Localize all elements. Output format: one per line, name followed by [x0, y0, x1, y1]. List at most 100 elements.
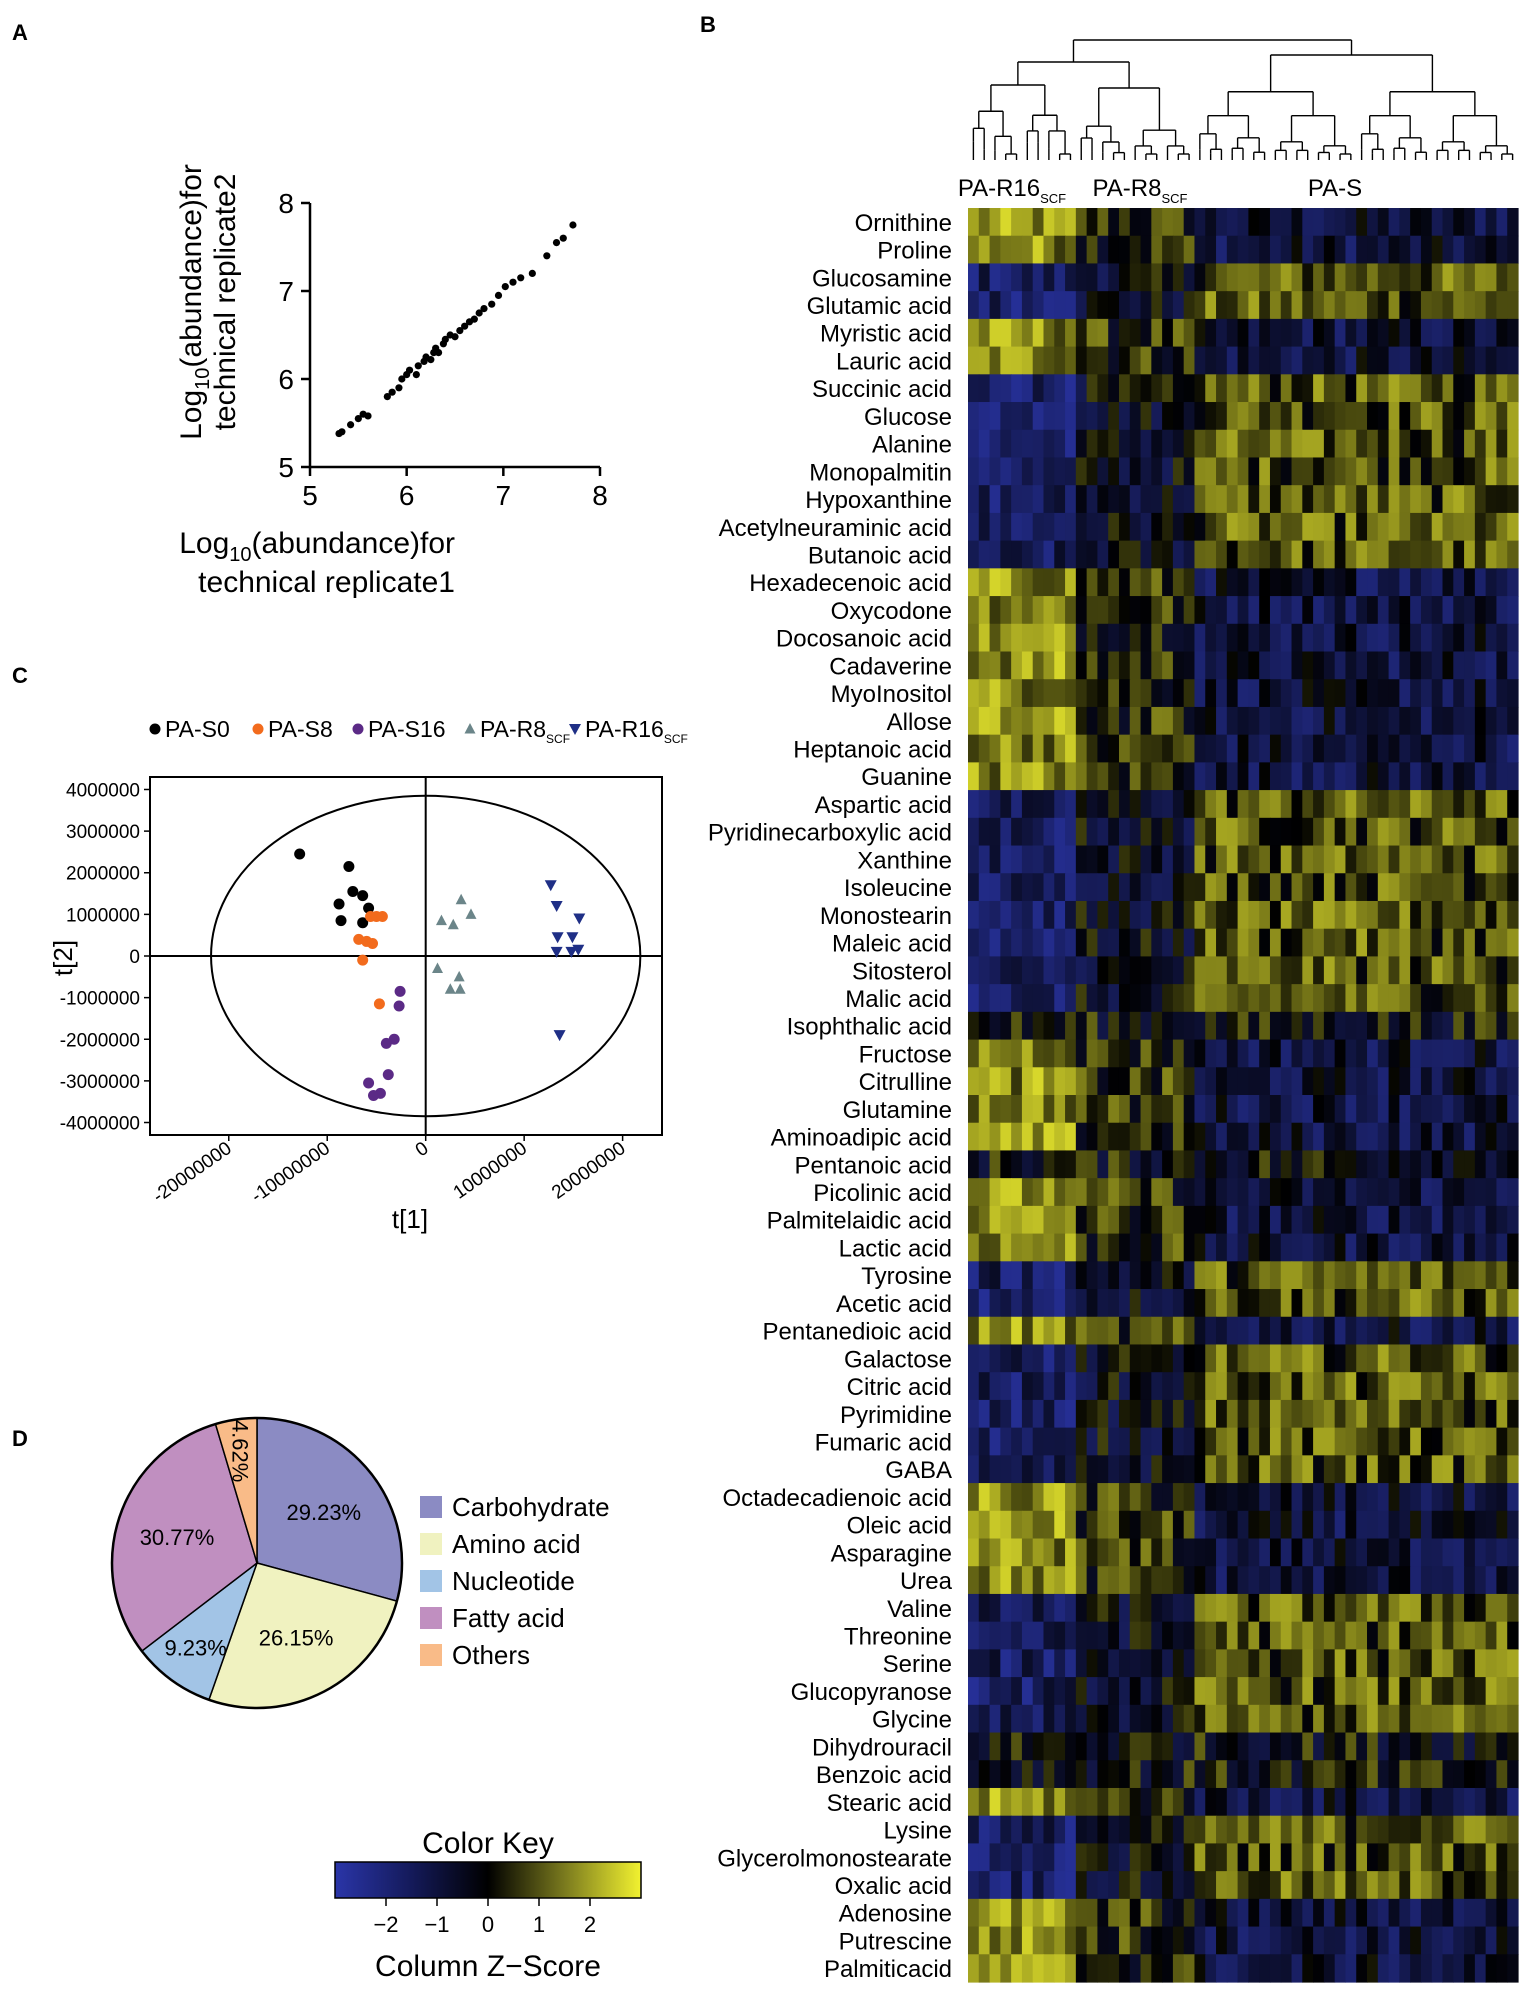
heatmap-cell: [1108, 1261, 1120, 1290]
heatmap-cell: [1011, 540, 1023, 569]
heatmap-cell: [1108, 485, 1120, 514]
heatmap-cell: [989, 1787, 1001, 1817]
heatmap-cell: [1097, 706, 1109, 736]
heatmap-cell: [1399, 1344, 1411, 1373]
heatmap-cell: [1205, 1677, 1217, 1706]
heatmap-cell: [1474, 1399, 1487, 1429]
heatmap-cell: [1302, 457, 1314, 486]
heatmap-cell: [1075, 1039, 1088, 1068]
heatmap-cell: [1129, 1039, 1142, 1068]
heatmap-cell: [1280, 568, 1293, 597]
heatmap-cell: [1043, 1787, 1055, 1817]
heatmap-cell: [1280, 623, 1293, 653]
heatmap-cell: [1043, 1760, 1055, 1789]
heatmap-cell: [1129, 1871, 1142, 1900]
heatmap-cell: [1420, 762, 1433, 791]
heatmap-cell: [1323, 1621, 1336, 1650]
heatmap-cell: [989, 1399, 1001, 1429]
heatmap-cell: [1000, 956, 1012, 985]
heatmap-cell: [1043, 679, 1055, 708]
panel-a-point: [383, 393, 391, 401]
heatmap-cell: [1453, 540, 1465, 569]
heatmap-cell: [968, 1843, 980, 1872]
heatmap-cell: [1485, 374, 1498, 403]
heatmap-cell: [1334, 1704, 1347, 1734]
heatmap-cell: [1442, 540, 1454, 569]
heatmap-cell: [1162, 1150, 1174, 1179]
heatmap-cell: [1226, 1039, 1239, 1068]
heatmap-cell: [1464, 1871, 1476, 1900]
heatmap-cell: [1453, 900, 1465, 930]
heatmap-cell: [1345, 1316, 1357, 1346]
heatmap-cell: [1162, 1815, 1174, 1845]
heatmap-cell: [1259, 706, 1271, 736]
heatmap-cell: [1000, 845, 1012, 874]
heatmap-cell: [1302, 873, 1314, 902]
heatmap-cell: [1162, 1261, 1174, 1290]
heatmap-cell: [1442, 1649, 1454, 1678]
heatmap-cell: [1054, 651, 1066, 680]
heatmap-cell: [1269, 596, 1282, 625]
heatmap-cell: [1453, 374, 1465, 403]
heatmap-cell: [1183, 679, 1196, 708]
heatmap-cell: [1302, 679, 1314, 708]
heatmap-cell: [989, 1372, 1001, 1401]
heatmap-cell: [1474, 1704, 1487, 1734]
heatmap-cell: [1183, 1399, 1196, 1429]
heatmap-cell: [1453, 1289, 1465, 1318]
heatmap-cell: [1237, 1954, 1249, 1983]
heatmap-cell: [1356, 1399, 1368, 1429]
heatmap-cell: [1334, 1954, 1347, 1983]
heatmap-cell: [1431, 1787, 1444, 1817]
heatmap-cell: [1043, 1898, 1055, 1928]
heatmap-cell: [1431, 900, 1444, 930]
heatmap-cell: [1118, 318, 1131, 348]
heatmap-cell: [1162, 734, 1174, 763]
heatmap-cell: [1496, 1704, 1508, 1734]
heatmap-cell: [1000, 734, 1012, 763]
heatmap-cell: [1011, 1399, 1023, 1429]
heatmap-cell: [968, 1344, 980, 1373]
heatmap-cell: [1151, 623, 1163, 653]
heatmap-cell: [978, 1344, 991, 1373]
heatmap-cell: [1313, 900, 1325, 930]
heatmap-group-label: PA-R8SCF: [1093, 175, 1188, 206]
heatmap-cell: [1291, 485, 1303, 514]
heatmap-cell: [978, 1233, 991, 1262]
heatmap-cell: [1507, 1593, 1519, 1623]
heatmap-cell: [1248, 596, 1260, 625]
heatmap-cell: [1216, 1510, 1228, 1540]
heatmap-cell: [1021, 900, 1034, 930]
heatmap-cell: [1399, 1122, 1411, 1152]
heatmap-row-label: Adenosine: [839, 1901, 952, 1928]
heatmap-cell: [1075, 1483, 1088, 1512]
heatmap-cell: [1065, 984, 1077, 1013]
heatmap-cell: [1032, 651, 1045, 680]
heatmap-cell: [1032, 984, 1045, 1013]
heatmap-cell: [978, 1954, 991, 1983]
heatmap-cell: [1313, 1566, 1325, 1595]
heatmap-cell: [1226, 845, 1239, 874]
heatmap-cell: [1065, 1787, 1077, 1817]
heatmap-cell: [1054, 1732, 1066, 1761]
heatmap-cell: [1183, 762, 1196, 791]
heatmap-cell: [1011, 1871, 1023, 1900]
heatmap-cell: [1453, 1067, 1465, 1096]
heatmap-cell: [989, 235, 1001, 265]
heatmap-cell: [1140, 1649, 1152, 1678]
heatmap-cell: [1302, 1011, 1314, 1041]
heatmap-cell: [1129, 1344, 1142, 1373]
heatmap-cell: [1453, 512, 1465, 542]
heatmap-row-label: Hexadecenoic acid: [749, 570, 952, 597]
heatmap-cell: [1280, 596, 1293, 625]
heatmap-cell: [1097, 817, 1109, 847]
heatmap-cell: [1334, 1372, 1347, 1401]
heatmap-cell: [1021, 1621, 1034, 1650]
heatmap-cell: [1065, 817, 1077, 847]
heatmap-cell: [1485, 1566, 1498, 1595]
heatmap-cell: [978, 1455, 991, 1484]
heatmap-cell: [1097, 679, 1109, 708]
heatmap-cell: [1011, 596, 1023, 625]
heatmap-cell: [1108, 1483, 1120, 1512]
heatmap-cell: [1442, 845, 1454, 874]
